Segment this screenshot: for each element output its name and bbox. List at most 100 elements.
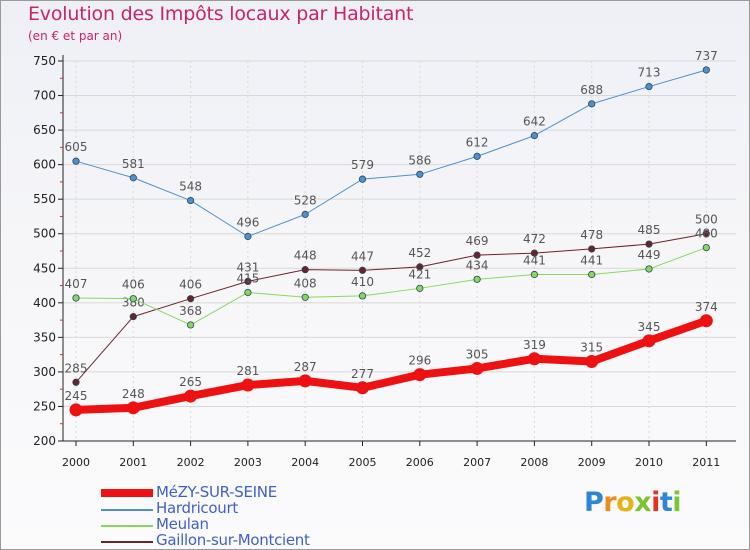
data-label: 612 bbox=[466, 135, 489, 149]
data-point bbox=[184, 389, 198, 403]
y-tick-label: 700 bbox=[33, 89, 56, 103]
data-label: 586 bbox=[408, 153, 431, 167]
data-point bbox=[301, 293, 309, 301]
data-label: 548 bbox=[179, 180, 202, 194]
y-tick-label: 350 bbox=[33, 330, 56, 344]
x-tick-label: 2003 bbox=[234, 456, 262, 469]
x-tick-label: 2011 bbox=[692, 456, 720, 469]
x-tick-label: 2010 bbox=[635, 456, 663, 469]
legend-label-mezy: MéZY-SUR-SEINE bbox=[156, 483, 277, 501]
data-label: 478 bbox=[580, 228, 603, 242]
chart-subtitle: (en € et par an) bbox=[28, 29, 123, 43]
data-label: 581 bbox=[122, 157, 145, 171]
logo-letter: P bbox=[584, 487, 604, 518]
data-point bbox=[585, 355, 599, 369]
data-point bbox=[358, 175, 367, 183]
data-point bbox=[473, 275, 481, 283]
data-label: 469 bbox=[466, 234, 489, 248]
y-tick-label: 550 bbox=[33, 192, 56, 206]
data-point bbox=[702, 230, 710, 238]
data-label: 441 bbox=[523, 253, 546, 267]
data-label: 415 bbox=[236, 271, 259, 285]
logo-letter: r bbox=[603, 487, 617, 518]
data-point bbox=[470, 361, 484, 375]
data-point bbox=[642, 334, 656, 348]
data-point bbox=[530, 249, 539, 257]
legend-swatch-gaillon bbox=[101, 541, 153, 543]
data-label: 245 bbox=[65, 389, 88, 403]
data-label: 713 bbox=[638, 66, 661, 80]
data-point bbox=[129, 174, 137, 182]
logo-letter: t bbox=[659, 487, 673, 518]
data-label: 496 bbox=[236, 215, 259, 229]
data-label: 605 bbox=[65, 140, 88, 154]
data-point bbox=[129, 313, 137, 321]
data-label: 315 bbox=[580, 341, 603, 355]
y-tick-label: 600 bbox=[33, 158, 56, 172]
y-tick-label: 300 bbox=[33, 365, 56, 379]
data-point bbox=[588, 245, 596, 253]
data-label: 441 bbox=[580, 253, 603, 267]
proxiti-logo: Proxiti bbox=[584, 487, 682, 518]
data-point bbox=[416, 284, 424, 292]
data-label: 287 bbox=[294, 360, 317, 374]
data-point bbox=[126, 401, 140, 415]
data-point bbox=[645, 82, 653, 91]
legend-label-gaillon: Gaillon-sur-Montcient bbox=[156, 531, 310, 549]
x-tick-label: 2005 bbox=[349, 456, 377, 469]
legend-label-hardricourt: Hardricourt bbox=[156, 499, 238, 517]
y-tick-label: 400 bbox=[33, 296, 56, 310]
data-point bbox=[356, 381, 369, 395]
data-label: 434 bbox=[466, 258, 489, 272]
data-point bbox=[588, 100, 596, 108]
data-point bbox=[187, 196, 195, 205]
data-point bbox=[530, 270, 539, 279]
logo-letter: i bbox=[672, 487, 682, 518]
data-label: 472 bbox=[523, 232, 546, 246]
data-label: 642 bbox=[523, 115, 546, 129]
data-label: 380 bbox=[122, 296, 145, 310]
data-label: 431 bbox=[236, 260, 259, 274]
data-point bbox=[645, 240, 653, 248]
data-label: 406 bbox=[179, 278, 202, 292]
data-point bbox=[645, 265, 653, 273]
data-point bbox=[358, 266, 367, 274]
x-tick-label: 2002 bbox=[177, 456, 205, 469]
data-label: 406 bbox=[122, 278, 145, 292]
data-point bbox=[241, 378, 255, 392]
data-point bbox=[129, 295, 137, 303]
legend-swatch-meulan bbox=[101, 525, 153, 527]
data-label: 485 bbox=[638, 223, 661, 237]
data-label: 281 bbox=[236, 364, 259, 378]
y-tick-label: 200 bbox=[33, 434, 56, 448]
data-point bbox=[72, 294, 80, 302]
data-label: 500 bbox=[695, 213, 718, 227]
data-label: 447 bbox=[351, 249, 374, 263]
data-point bbox=[358, 292, 367, 300]
data-point bbox=[301, 210, 309, 218]
data-label: 688 bbox=[580, 83, 603, 97]
data-point bbox=[702, 243, 710, 252]
data-point bbox=[527, 352, 541, 366]
data-label: 448 bbox=[294, 249, 317, 263]
legend-label-meulan: Meulan bbox=[156, 515, 209, 533]
x-tick-label: 2004 bbox=[291, 456, 319, 469]
data-label: 452 bbox=[408, 246, 431, 260]
data-point bbox=[298, 374, 312, 388]
data-point bbox=[413, 368, 427, 382]
data-point bbox=[301, 266, 309, 274]
data-label: 265 bbox=[179, 375, 202, 389]
data-point bbox=[187, 295, 195, 303]
data-point bbox=[473, 251, 481, 259]
data-label: 480 bbox=[695, 227, 718, 241]
x-tick-label: 2006 bbox=[406, 456, 434, 469]
y-tick-label: 750 bbox=[33, 54, 56, 68]
data-label: 737 bbox=[695, 49, 718, 63]
data-label: 285 bbox=[65, 361, 88, 375]
data-label: 579 bbox=[351, 158, 374, 172]
data-point bbox=[416, 170, 424, 178]
series-line-0 bbox=[72, 316, 711, 414]
x-tick-label: 2007 bbox=[463, 456, 491, 469]
series-line-3 bbox=[75, 233, 707, 383]
